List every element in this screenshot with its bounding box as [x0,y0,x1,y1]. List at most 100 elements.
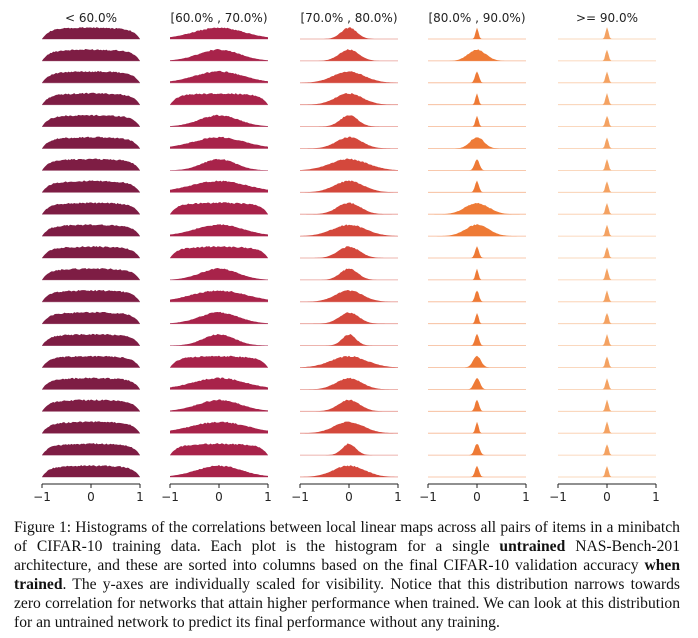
histogram-bars [428,115,526,127]
histogram-bars [428,27,526,39]
histogram-bars [42,180,140,193]
histogram-row [558,27,656,40]
histogram-bars [170,114,268,127]
histogram-row [170,421,268,434]
histogram-row [42,202,140,215]
histogram-bars [42,289,140,302]
histogram-row [558,246,656,259]
histogram-row [300,115,398,127]
caption-text-3: . The y-axes are individually scaled for… [14,576,680,631]
histogram-bars [42,246,140,258]
caption-bold-untrained: untrained [499,538,566,555]
histogram-row [428,93,526,106]
histogram-row [300,246,398,259]
histogram-row [558,224,656,237]
histogram-bars [558,224,656,237]
histogram-bars [42,114,140,127]
histogram-row [300,355,398,368]
histogram-row [428,443,526,456]
column-title: [60.0% , 70.0%) [170,11,267,25]
caption-text-1: Histograms of the correlations between l… [14,519,680,555]
histogram-row [300,334,398,347]
histogram-row [42,333,140,347]
x-tick-label: 1 [136,490,144,504]
histogram-bars [558,421,656,434]
histogram-row [428,159,526,171]
histogram-row [300,224,398,237]
histogram-bars [558,202,656,215]
histogram-bars [42,92,140,105]
histogram-row [558,202,656,215]
x-tick-label: 1 [522,490,530,504]
histogram-bars [42,421,140,434]
histogram-bars [558,356,656,368]
histogram-bars [170,268,268,280]
histogram-bars [428,268,526,280]
histogram-bars [42,70,140,83]
histogram-bars [428,290,526,302]
histogram-row [300,202,398,215]
histogram-row [42,289,140,303]
histogram-bars [300,290,398,302]
histogram-bars [170,311,268,324]
histogram-bars [300,136,398,149]
histogram-row [558,378,656,390]
histogram-row [428,224,526,237]
x-tick-label: 0 [87,490,95,504]
histogram-row [42,246,140,259]
histogram-bars [428,333,526,346]
histogram-bars [42,27,140,39]
histogram-row [170,27,268,40]
histogram-row [170,333,268,347]
histogram-bars [170,136,268,149]
histogram-bars [558,246,656,258]
histogram-bars [558,333,656,346]
histogram-bars [170,158,268,171]
histogram-bars [170,333,268,346]
histogram-bars [558,49,656,61]
histogram-row [170,355,268,368]
histogram-row [428,27,526,40]
histogram-row [300,27,398,40]
histogram-row [558,290,656,303]
histogram-row [300,158,398,171]
histogram-row [558,421,656,434]
histogram-row [428,137,526,149]
histogram-bars [558,378,656,390]
histogram-bars [300,377,398,390]
histogram-bars [428,224,526,237]
histogram-bars [428,137,526,149]
histogram-bars [170,49,268,61]
histogram-bars [300,224,398,237]
histogram-bars [428,377,526,390]
caption-bold-when-trained: when trained [14,557,680,593]
histogram-bars [428,465,526,477]
histogram-row [558,466,656,478]
x-tick-label: −1 [161,490,179,504]
histogram-bars [428,312,526,324]
histogram-row [300,71,398,84]
histogram-bars [42,333,140,346]
histogram-row [42,70,140,84]
histogram-row [558,71,656,84]
histogram-row [428,377,526,390]
histogram-row [558,115,656,127]
histogram-row [428,115,526,127]
histogram-row [428,312,526,325]
histogram-row [42,180,140,193]
histogram-row [42,421,140,434]
histogram-row [428,268,526,281]
histogram-bars [428,246,526,258]
histogram-bars [170,224,268,237]
histogram-bars [300,71,398,83]
histogram-bars [300,180,398,193]
histogram-bars [170,443,268,456]
histogram-bars [42,465,140,477]
x-tick-label: −1 [419,490,437,504]
histogram-bars [428,443,526,456]
figure-caption: Figure 1: Histograms of the correlations… [14,518,680,632]
histogram-bars [170,93,268,105]
histogram-bars [170,180,268,193]
histogram-row [558,137,656,149]
histogram-row [42,92,140,106]
